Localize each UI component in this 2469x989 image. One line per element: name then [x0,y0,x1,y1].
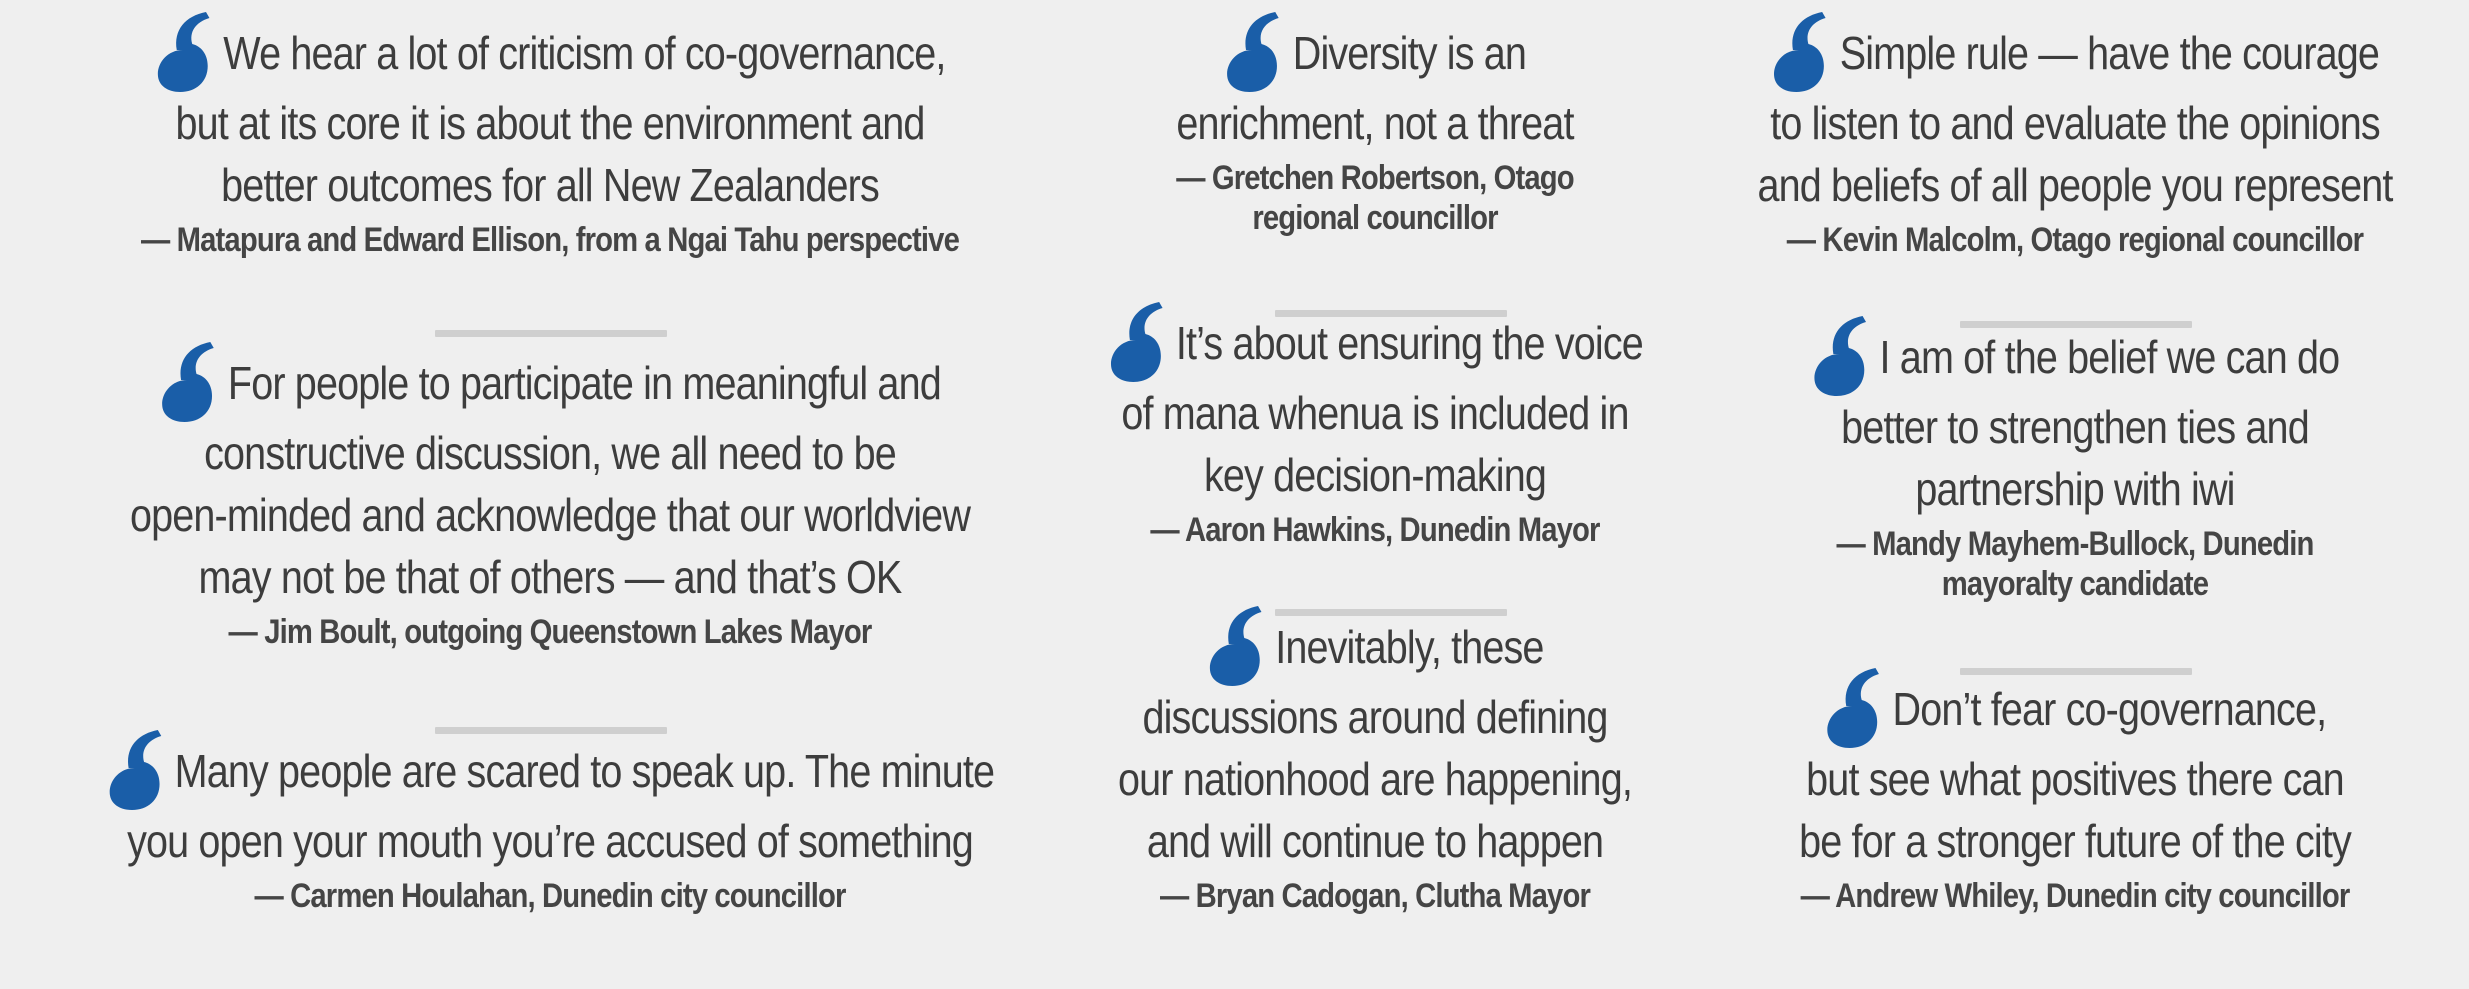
quote-text: Simple rule — have the courage to listen … [1744,12,2406,216]
quote-mark-icon [1771,10,1828,92]
divider [1960,668,2192,675]
quote-text: I am of the belief we can do better to st… [1744,316,2406,520]
divider [435,727,667,734]
quote-attribution: — Andrew Whiley, Dunedin city councillor [1800,877,2351,915]
quote-1: We hear a lot of criticism of co-governa… [20,12,1080,260]
quote-attribution: — Matapura and Edward Ellison, from a Ng… [141,221,960,259]
quote-9: Don’t fear co-governance, but see what po… [1690,668,2460,916]
quote-attribution: — Carmen Houlahan, Dunedin city councill… [254,877,846,915]
quote-attribution: — Jim Boult, outgoing Queenstown Lakes M… [228,613,873,651]
divider [1275,310,1507,317]
quote-attribution: — Kevin Malcolm, Otago regional councill… [1786,221,2364,259]
quote-attribution: — Gretchen Robertson, Otago regional coun… [1176,159,1574,237]
quote-8: I am of the belief we can do better to st… [1690,316,2460,604]
quote-3: Many people are scared to speak up. The … [20,730,1080,916]
quote-text: Diversity is an enrichment, not a threat [1104,12,1646,154]
quote-2: For people to participate in meaningful … [20,342,1080,652]
quote-mark-icon [155,10,212,92]
divider [1275,609,1507,616]
quote-text: Inevitably, these discussions around defi… [1104,606,1646,872]
quote-attribution: — Mandy Mayhem-Bullock, Dunedin mayoralty… [1836,525,2315,603]
quote-text: Don’t fear co-governance, but see what po… [1744,668,2406,872]
divider [1960,321,2192,328]
quote-mark-icon [106,728,163,810]
quote-attribution: — Aaron Hawkins, Dunedin Mayor [1150,511,1600,549]
quote-mark-icon [1224,10,1281,92]
quote-5: It’s about ensuring the voice of mana whe… [1060,302,1690,550]
quote-7: Simple rule — have the courage to listen … [1690,12,2460,260]
quote-6: Inevitably, these discussions around defi… [1060,606,1690,916]
divider [435,330,667,337]
quote-mark-icon [159,340,216,422]
quote-mark-icon [1206,604,1263,686]
quote-text: It’s about ensuring the voice of mana whe… [1104,302,1646,506]
quote-text: We hear a lot of criticism of co-governa… [94,12,1006,216]
quote-text: For people to participate in meaningful … [94,342,1006,608]
quote-text: Many people are scared to speak up. The … [94,730,1006,872]
quote-mark-icon [1824,666,1881,748]
quote-attribution: — Bryan Cadogan, Clutha Mayor [1160,877,1591,915]
quote-4: Diversity is an enrichment, not a threat … [1060,12,1690,238]
quote-mark-icon [1811,314,1868,396]
quote-mark-icon [1107,300,1164,382]
